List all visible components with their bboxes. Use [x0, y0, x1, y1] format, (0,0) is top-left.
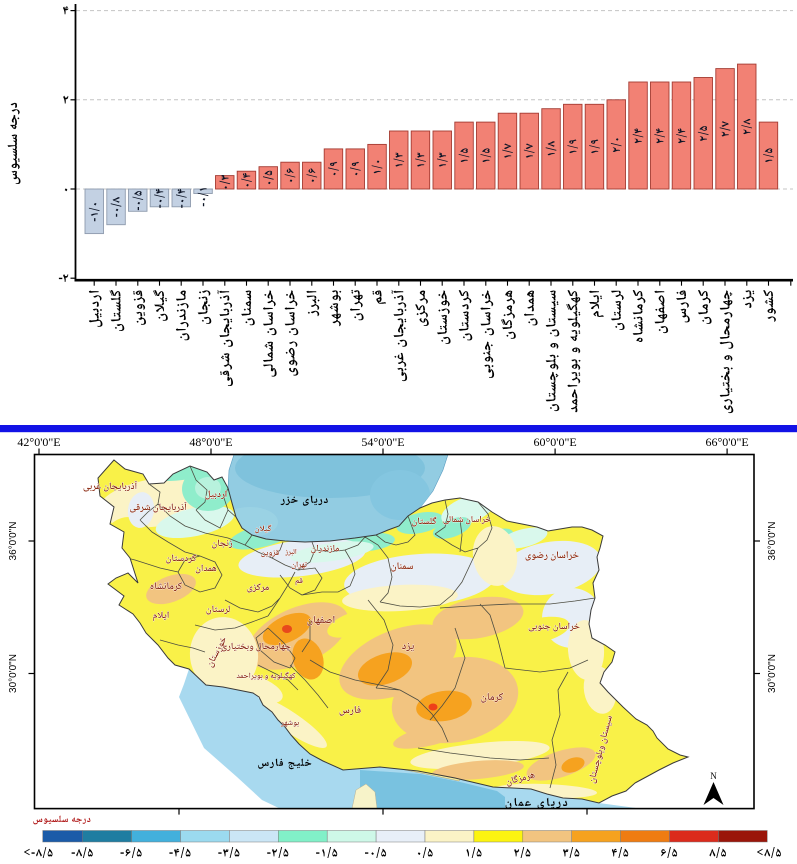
svg-text:N: N	[710, 771, 717, 781]
svg-text:60°0'0"E: 60°0'0"E	[533, 435, 576, 449]
svg-text:30°0'0"N: 30°0'0"N	[8, 654, 19, 693]
svg-text:30°0'0"N: 30°0'0"N	[767, 654, 778, 693]
svg-text:54°0'0"E: 54°0'0"E	[361, 435, 404, 449]
svg-text:42°0'0"E: 42°0'0"E	[17, 435, 60, 449]
svg-text:66°0'0"E: 66°0'0"E	[705, 435, 748, 449]
svg-text:36°0'0"N: 36°0'0"N	[8, 522, 19, 561]
svg-text:48°0'0"E: 48°0'0"E	[189, 435, 232, 449]
svg-text:36°0'0"N: 36°0'0"N	[767, 522, 778, 561]
